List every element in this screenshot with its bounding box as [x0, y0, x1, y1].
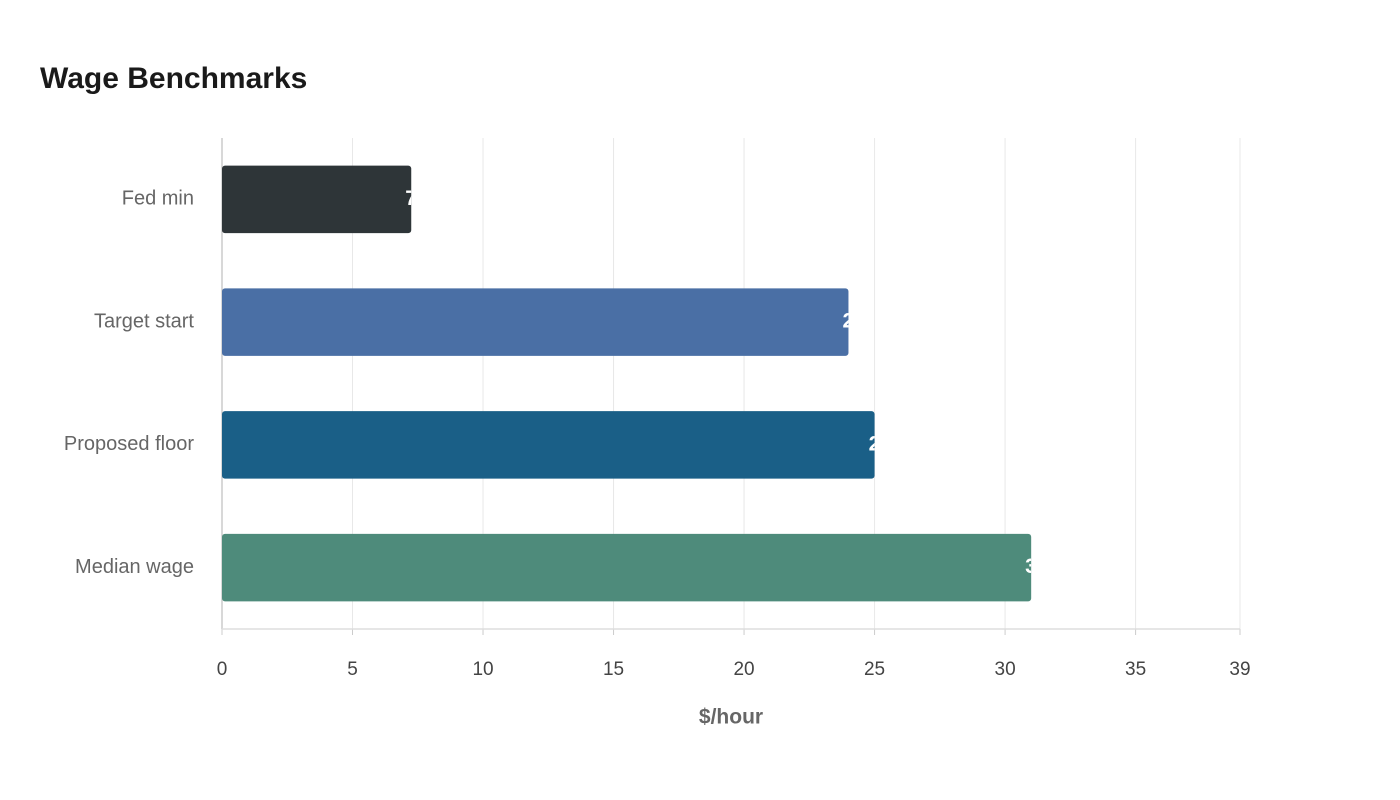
bar — [222, 533, 1032, 602]
value-label: 7.25 — [405, 187, 446, 210]
y-tick-label: Median wage — [75, 556, 194, 578]
x-tick-label: 10 — [472, 659, 493, 680]
bar — [222, 411, 875, 479]
x-tick-label: 25 — [864, 659, 885, 680]
y-tick-label: Fed min — [122, 188, 194, 210]
chart-title: Wage Benchmarks — [40, 62, 307, 95]
value-label: 25 — [869, 432, 893, 455]
x-tick-label: 5 — [347, 659, 358, 680]
y-tick-label: Proposed floor — [64, 433, 194, 455]
bar — [222, 165, 412, 234]
value-label: 31 — [1025, 555, 1049, 578]
x-tick-label: 39 — [1229, 659, 1250, 680]
x-axis-label: $/hour — [699, 706, 763, 729]
x-tick-label: 30 — [995, 659, 1016, 680]
bar — [222, 288, 849, 356]
x-tick-label: 0 — [217, 659, 228, 680]
y-tick-label: Target start — [94, 310, 194, 332]
value-label: 24 — [842, 310, 866, 333]
x-tick-label: 35 — [1125, 659, 1146, 680]
x-tick-label: 15 — [603, 659, 624, 680]
x-tick-label: 20 — [733, 659, 754, 680]
